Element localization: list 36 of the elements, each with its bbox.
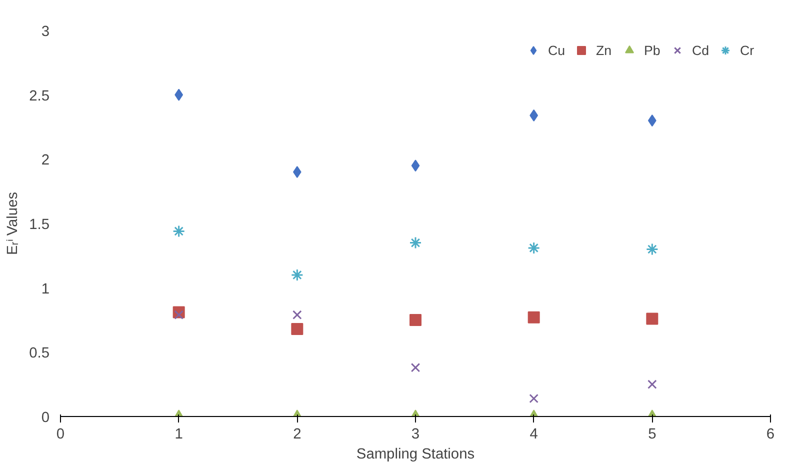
y-tick-label: 1.5 <box>29 217 50 233</box>
legend-label: Zn <box>596 42 613 58</box>
point <box>528 311 540 324</box>
point <box>409 236 422 250</box>
x-tick-label: 2 <box>293 426 302 442</box>
x-tick-label: 1 <box>174 426 183 442</box>
y-tick-label: 1 <box>41 281 50 298</box>
legend-label: Cd <box>692 42 710 58</box>
point <box>172 224 186 238</box>
x-tick-label: 6 <box>766 426 775 442</box>
x-tick-label: 0 <box>56 426 65 442</box>
point <box>292 310 302 320</box>
y-tick-label: 0 <box>41 410 50 426</box>
legend-label: Cr <box>740 42 756 58</box>
point <box>174 310 184 320</box>
x-tick-label: 3 <box>411 426 420 442</box>
x-axis-title: Sampling Stations <box>356 446 475 462</box>
y-tick-label: 3 <box>41 24 50 40</box>
x-tick-label: 4 <box>530 426 538 442</box>
x-tick-label: 5 <box>648 426 656 442</box>
point <box>410 362 420 372</box>
y-tick-label: 2 <box>41 152 50 169</box>
legend-label: Cu <box>548 42 566 58</box>
point <box>290 268 304 282</box>
legend-label: Pb <box>644 42 662 58</box>
point <box>411 160 420 172</box>
point <box>648 380 657 389</box>
y-axis-title: Eᵣⁱ Values <box>5 192 22 256</box>
y-tick-label: 0.5 <box>29 346 50 362</box>
point <box>291 323 304 336</box>
point <box>646 242 658 256</box>
y-tick-label: 2.5 <box>29 88 50 104</box>
point <box>410 314 422 326</box>
point <box>528 242 540 254</box>
point <box>529 394 538 404</box>
point <box>646 312 658 325</box>
